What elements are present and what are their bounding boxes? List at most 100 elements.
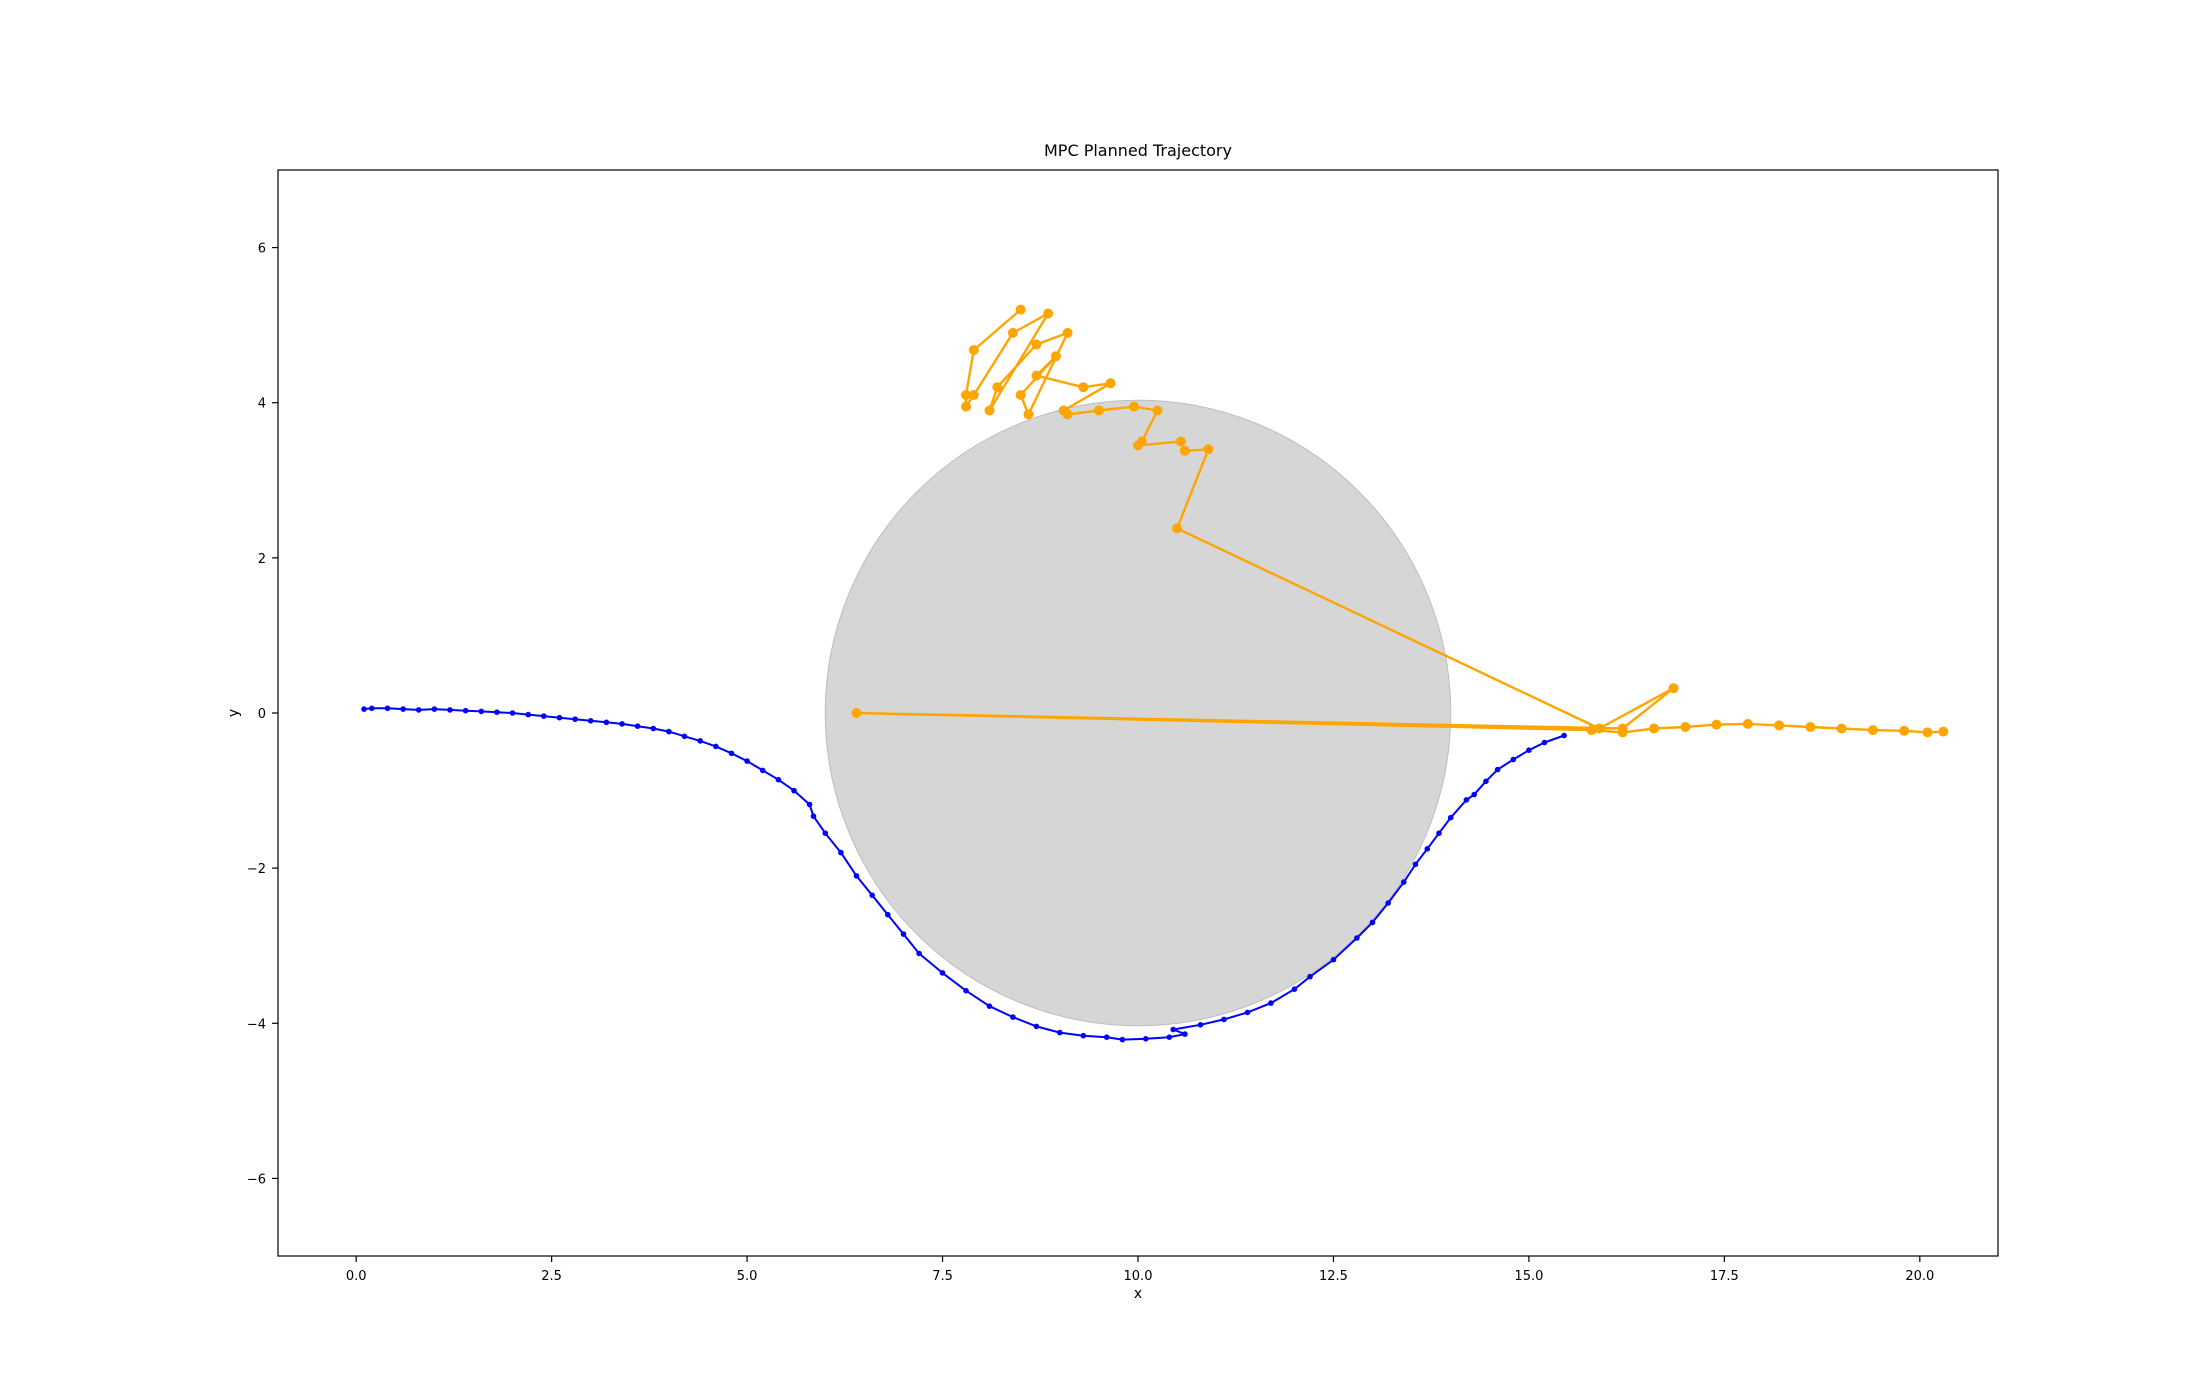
series-1-point: [494, 709, 500, 715]
series-2-point: [1133, 440, 1143, 451]
series-2-point: [1680, 722, 1691, 732]
series-1-point: [1170, 1026, 1176, 1033]
series-1-point: [447, 707, 453, 713]
series-1-point: [916, 950, 922, 957]
series-1-point: [650, 725, 657, 732]
series-2-point: [961, 390, 971, 400]
series-1-point: [1401, 879, 1407, 885]
x-tick-label: 10.0: [1124, 1269, 1153, 1284]
series-2-point: [1867, 725, 1878, 736]
series-1-point: [806, 801, 813, 808]
series-1-point: [869, 892, 875, 899]
chart-title: MPC Planned Trajectory: [1044, 141, 1232, 160]
y-tick-label: 4: [258, 397, 266, 412]
y-tick-label: 2: [258, 552, 266, 567]
series-1-point: [791, 787, 797, 794]
y-axis-ticks: −6 −4 −2 0 2 4 6: [247, 242, 278, 1187]
series-2-point: [1093, 405, 1104, 416]
series-1-point: [1080, 1032, 1087, 1039]
x-axis-ticks: 0.0 2.5 5.0 7.5 10.0 12.5 15.0 17.5 20.0: [346, 1256, 1934, 1284]
series-2-point: [1172, 523, 1183, 534]
series-2-point: [1742, 718, 1753, 729]
series-2-point: [1152, 405, 1163, 416]
series-2-point: [1586, 725, 1597, 736]
x-axis-label: x: [1134, 1286, 1142, 1302]
series-2-point: [1179, 445, 1190, 456]
series-1-point: [541, 713, 547, 719]
y-tick-label: −6: [247, 1172, 266, 1187]
series-1-point: [1510, 756, 1517, 763]
series-2-point: [992, 382, 1003, 393]
series-2-point: [1078, 382, 1089, 393]
series-2-point: [1938, 726, 1949, 737]
series-1: [361, 705, 1567, 1043]
series-1-point: [1412, 861, 1419, 868]
x-tick-label: 17.5: [1710, 1269, 1739, 1284]
series-1-point: [361, 706, 367, 712]
series-1-point: [1244, 1009, 1251, 1016]
series-1-point: [1494, 766, 1501, 773]
series-1-point: [1436, 830, 1442, 836]
series-1-point: [1268, 1000, 1274, 1006]
series-2-point: [1062, 409, 1073, 420]
series-2-point: [1031, 370, 1042, 381]
series-1-point: [666, 728, 672, 735]
series-2-point: [1007, 327, 1018, 338]
series-2-point: [1105, 378, 1116, 389]
obstacle-circle: [824, 399, 1452, 1027]
series-1-point: [939, 970, 946, 976]
series-1-point: [775, 776, 782, 783]
series-1-point: [384, 705, 391, 712]
series-1-point: [1471, 791, 1477, 798]
series-2-point: [1015, 390, 1026, 400]
plot-area: [361, 304, 1949, 1043]
series-2-point: [1015, 304, 1026, 315]
y-axis-label: y: [226, 709, 242, 717]
series-1-point: [525, 711, 531, 718]
series-1-point: [1385, 900, 1391, 906]
series-2-point: [968, 390, 979, 400]
series-2-point: [1649, 723, 1659, 734]
y-tick-label: −2: [247, 862, 266, 877]
series-2-point: [1836, 723, 1847, 734]
series-1-point: [885, 911, 891, 918]
x-tick-label: 20.0: [1905, 1269, 1934, 1284]
series-2-point: [1899, 725, 1910, 736]
series-1-point: [697, 738, 703, 744]
series-2-point: [1031, 339, 1042, 350]
series-1-point: [1330, 956, 1337, 963]
series-1-point: [1447, 814, 1454, 821]
series-1-point: [853, 873, 860, 879]
series-2-point: [1062, 327, 1073, 338]
series-1-point: [1291, 986, 1298, 992]
y-tick-label: 6: [258, 242, 266, 257]
series-2-point: [1176, 436, 1186, 447]
series-1-point: [400, 706, 406, 712]
series-1-point: [1354, 935, 1360, 941]
series-2-point: [1023, 409, 1034, 420]
series-1-point: [1103, 1034, 1110, 1040]
series-2-point: [1050, 351, 1061, 362]
y-tick-label: 0: [258, 707, 266, 722]
series-1-point: [810, 813, 817, 819]
series-2-point: [1203, 444, 1214, 455]
series-1-point: [1369, 919, 1376, 926]
series-1-point: [900, 931, 907, 937]
series-1-point: [587, 718, 594, 724]
series-1-point: [431, 706, 438, 712]
x-tick-label: 0.0: [346, 1269, 367, 1284]
series-1-point: [1526, 747, 1532, 753]
series-2-point: [1922, 727, 1933, 738]
series-1-point: [619, 721, 625, 727]
series-1-point: [1424, 846, 1431, 852]
series-2: [851, 304, 1949, 738]
series-2-point: [1668, 683, 1679, 694]
series-2-point: [968, 345, 979, 355]
series-1-point: [1463, 797, 1470, 803]
series-1-point: [1197, 1022, 1204, 1028]
series-1-point: [1119, 1036, 1126, 1043]
y-tick-label: −4: [247, 1017, 266, 1032]
series-1-point: [1166, 1034, 1173, 1040]
series-1-point: [744, 758, 750, 764]
